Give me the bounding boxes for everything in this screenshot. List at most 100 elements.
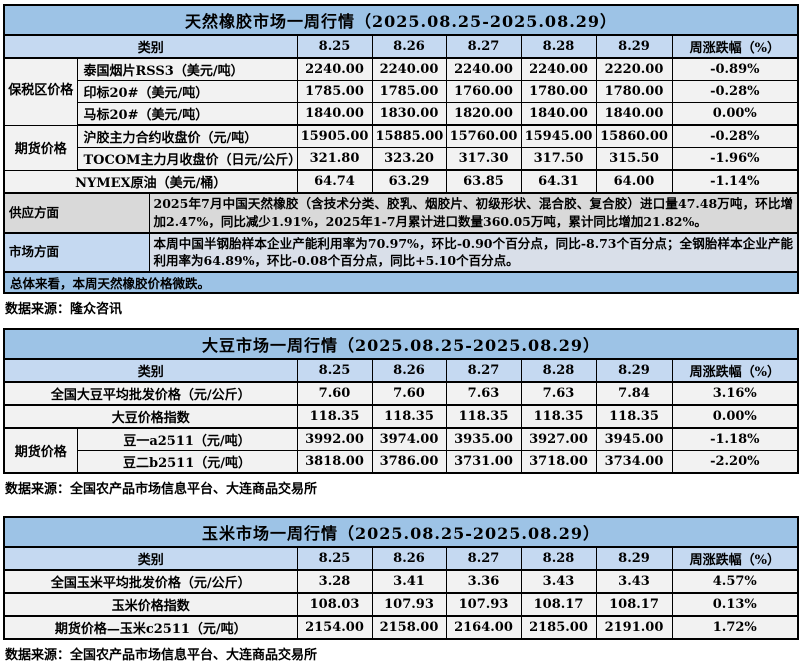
row-label: 沪胶主力合约收盘价（元/吨） <box>76 124 298 148</box>
change-cell: -2.20% <box>671 450 799 474</box>
column-header-category: 类别 <box>3 546 298 571</box>
row-label: 全国大豆平均批发价格（元/公斤） <box>3 381 298 406</box>
value-cell: 108.03 <box>296 592 373 617</box>
value-cell: 3992.00 <box>296 427 373 451</box>
corn-market-table: 玉米市场一周行情（2025.08.25-2025.08.29） 类别 8.25 … <box>3 516 800 640</box>
table-title: 天然橡胶市场一周行情（2025.08.25-2025.08.29） <box>3 4 799 36</box>
value-cell: 3945.00 <box>595 427 673 451</box>
row-label: 印标20#（美元/吨） <box>76 80 298 103</box>
data-source: 数据来源：全国农产品市场信息平台、大连商品交易所 <box>5 482 318 497</box>
value-cell: 3.43 <box>595 569 673 594</box>
change-cell: 1.72% <box>671 615 799 640</box>
table-title: 大豆市场一周行情（2025.08.25-2025.08.29） <box>3 328 799 360</box>
column-header-date: 8.27 <box>445 358 522 383</box>
column-header-date: 8.27 <box>445 34 522 59</box>
change-cell: -1.14% <box>671 169 799 194</box>
column-header-date: 8.25 <box>296 34 373 59</box>
value-cell: 1840.00 <box>296 102 373 126</box>
value-cell: 118.35 <box>520 404 597 429</box>
value-cell: 64.00 <box>595 169 673 194</box>
supply-row-label: 供应方面 <box>3 192 150 234</box>
rubber-market-table: 天然橡胶市场一周行情（2025.08.25-2025.08.29） 类别 8.2… <box>3 4 800 294</box>
change-cell: 0.00% <box>671 404 799 429</box>
column-header-date: 8.26 <box>371 358 447 383</box>
value-cell: 321.80 <box>296 147 373 171</box>
row-label: 豆二b2511（元/吨） <box>76 450 298 474</box>
value-cell: 7.60 <box>296 381 373 406</box>
value-cell: 107.93 <box>371 592 447 617</box>
column-header-date: 8.25 <box>296 546 373 571</box>
row-label: 泰国烟片RSS3（美元/吨） <box>76 57 298 81</box>
change-cell: -0.28% <box>671 124 799 148</box>
value-cell: 15905.00 <box>296 124 373 148</box>
value-cell: 1760.00 <box>445 80 522 103</box>
value-cell: 2164.00 <box>445 615 522 640</box>
row-label: 马标20#（美元/吨） <box>76 102 298 126</box>
value-cell: 3974.00 <box>371 427 447 451</box>
value-cell: 15760.00 <box>445 124 522 148</box>
value-cell: 1780.00 <box>595 80 673 103</box>
value-cell: 317.30 <box>445 147 522 171</box>
value-cell: 1785.00 <box>371 80 447 103</box>
value-cell: 7.60 <box>371 381 447 406</box>
row-group-label: 保税区价格 <box>3 57 78 126</box>
value-cell: 1780.00 <box>520 80 597 103</box>
value-cell: 63.85 <box>445 169 522 194</box>
value-cell: 3818.00 <box>296 450 373 474</box>
value-cell: 118.35 <box>595 404 673 429</box>
value-cell: 63.29 <box>371 169 447 194</box>
row-label: TOCOM主力月收盘价（日元/公斤） <box>76 147 298 171</box>
value-cell: 2240.00 <box>445 57 522 81</box>
value-cell: 3935.00 <box>445 427 522 451</box>
supply-row-text: 2025年7月中国天然橡胶（含技术分类、胶乳、烟胶片、初级形状、混合胶、复合胶）… <box>148 192 799 234</box>
value-cell: 7.63 <box>520 381 597 406</box>
value-cell: 2220.00 <box>595 57 673 81</box>
value-cell: 2154.00 <box>296 615 373 640</box>
change-cell: 4.57% <box>671 569 799 594</box>
row-label: 豆一a2511（元/吨） <box>76 427 298 451</box>
change-cell: -0.28% <box>671 80 799 103</box>
value-cell: 107.93 <box>445 592 522 617</box>
column-header-date: 8.29 <box>595 34 673 59</box>
data-source: 数据来源：隆众咨讯 <box>5 302 123 317</box>
change-cell: -0.89% <box>671 57 799 81</box>
table-title: 玉米市场一周行情（2025.08.25-2025.08.29） <box>3 516 799 548</box>
value-cell: 3.43 <box>520 569 597 594</box>
value-cell: 317.50 <box>520 147 597 171</box>
column-header-date: 8.29 <box>595 358 673 383</box>
value-cell: 315.50 <box>595 147 673 171</box>
value-cell: 7.84 <box>595 381 673 406</box>
value-cell: 1840.00 <box>595 102 673 126</box>
row-group-label: 期货价格 <box>3 124 78 171</box>
value-cell: 15945.00 <box>520 124 597 148</box>
data-source: 数据来源：全国农产品市场信息平台、大连商品交易所 <box>5 648 318 663</box>
row-label: 大豆价格指数 <box>3 404 298 429</box>
value-cell: 3.28 <box>296 569 373 594</box>
row-group-label: 期货价格 <box>3 427 78 474</box>
value-cell: 7.63 <box>445 381 522 406</box>
column-header-date: 8.26 <box>371 34 447 59</box>
column-header-category: 类别 <box>3 358 298 383</box>
column-header-change: 周涨跌幅（%） <box>671 34 799 59</box>
column-header-change: 周涨跌幅（%） <box>671 358 799 383</box>
value-cell: 15860.00 <box>595 124 673 148</box>
change-cell: 3.16% <box>671 381 799 406</box>
row-label: NYMEX原油（美元/桶） <box>3 169 298 194</box>
value-cell: 1785.00 <box>296 80 373 103</box>
value-cell: 3734.00 <box>595 450 673 474</box>
column-header-date: 8.26 <box>371 546 447 571</box>
column-header-category: 类别 <box>3 34 298 59</box>
value-cell: 323.20 <box>371 147 447 171</box>
change-cell: -1.96% <box>671 147 799 171</box>
value-cell: 1830.00 <box>371 102 447 126</box>
value-cell: 2158.00 <box>371 615 447 640</box>
change-cell: 0.00% <box>671 102 799 126</box>
value-cell: 64.31 <box>520 169 597 194</box>
column-header-date: 8.28 <box>520 358 597 383</box>
value-cell: 2191.00 <box>595 615 673 640</box>
column-header-date: 8.28 <box>520 34 597 59</box>
value-cell: 2185.00 <box>520 615 597 640</box>
value-cell: 2240.00 <box>520 57 597 81</box>
market-row-text: 本周中国半钢胎样本企业产能利用率为70.97%，环比-0.90个百分点，同比-8… <box>148 232 799 273</box>
column-header-change: 周涨跌幅（%） <box>671 546 799 571</box>
